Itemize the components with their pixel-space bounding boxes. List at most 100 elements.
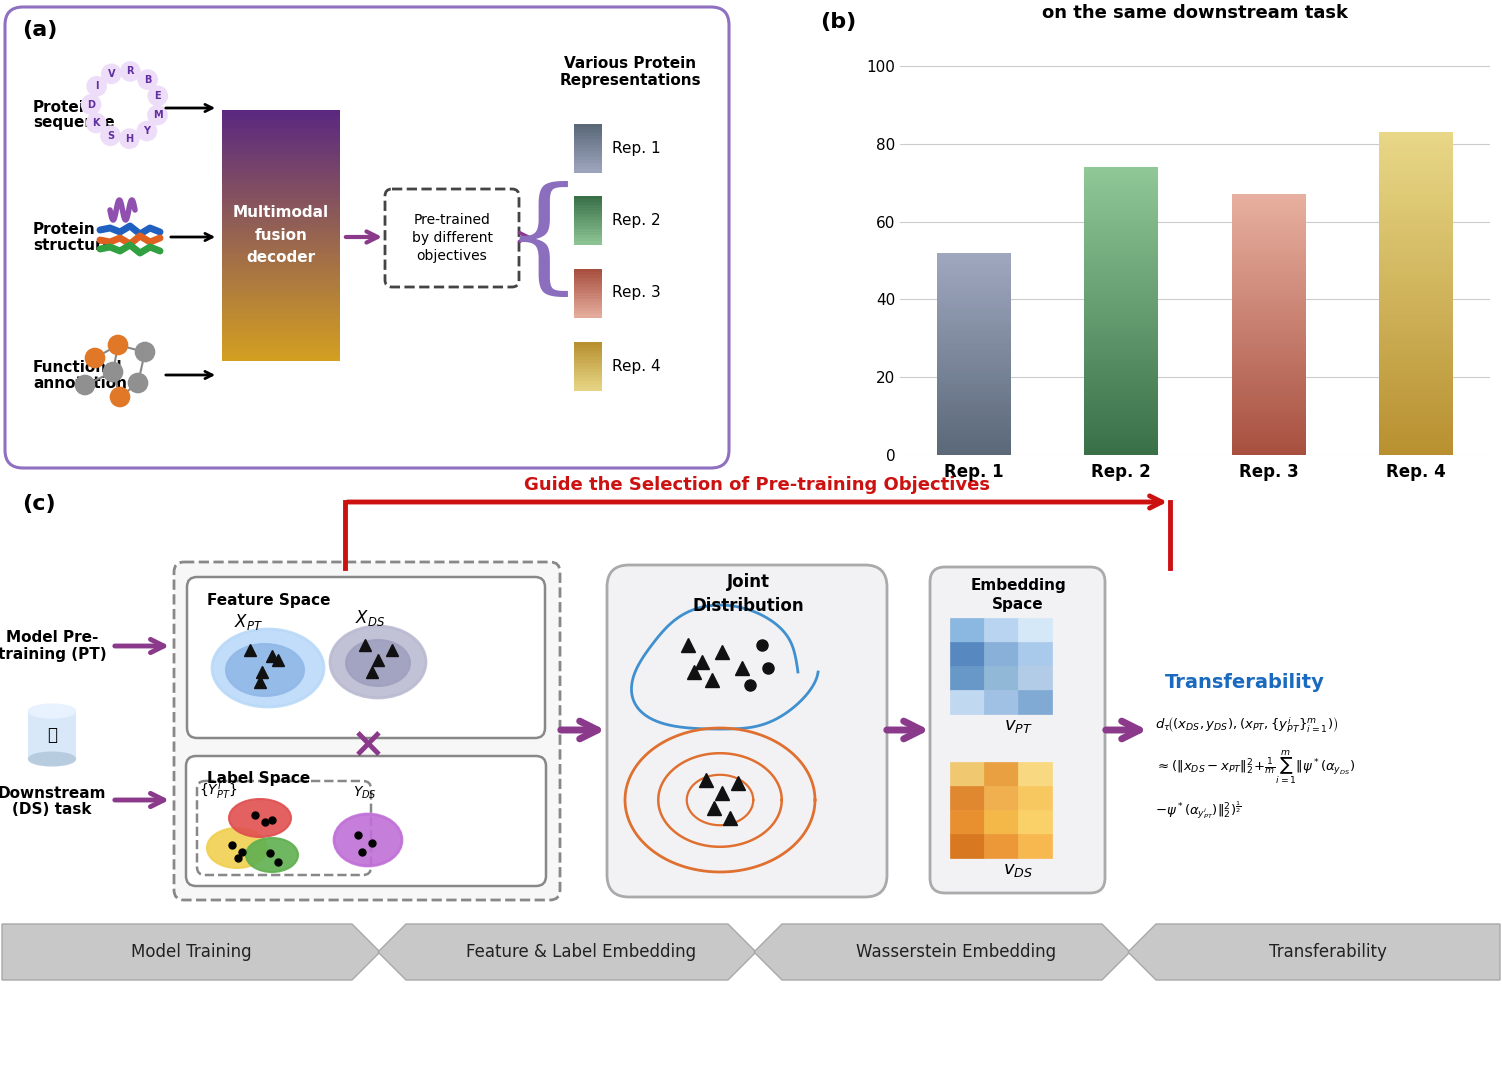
Bar bbox=[1084, 300, 1158, 304]
Bar bbox=[1084, 340, 1158, 344]
Bar bbox=[574, 299, 602, 302]
Bar bbox=[1379, 403, 1452, 407]
Bar bbox=[1379, 435, 1452, 439]
Bar bbox=[1084, 261, 1158, 265]
Bar bbox=[1084, 383, 1158, 387]
Bar bbox=[574, 220, 602, 223]
Bar bbox=[1379, 342, 1452, 346]
Bar bbox=[1232, 445, 1305, 449]
Bar bbox=[1232, 337, 1305, 341]
Text: Y: Y bbox=[143, 126, 150, 136]
Bar bbox=[1018, 618, 1051, 642]
Bar bbox=[937, 359, 1011, 361]
Bar bbox=[1084, 239, 1158, 242]
Bar bbox=[1232, 321, 1305, 325]
Bar bbox=[949, 810, 984, 834]
Bar bbox=[222, 320, 339, 323]
Bar bbox=[984, 786, 1018, 810]
Bar bbox=[1232, 198, 1305, 201]
Circle shape bbox=[108, 335, 128, 355]
Bar bbox=[222, 112, 339, 115]
Bar bbox=[1084, 437, 1158, 441]
Bar bbox=[1232, 426, 1305, 429]
Bar bbox=[222, 170, 339, 173]
Bar bbox=[1232, 210, 1305, 214]
Bar bbox=[1232, 269, 1305, 272]
Bar bbox=[1379, 285, 1452, 289]
Bar bbox=[937, 418, 1011, 420]
Bar bbox=[937, 336, 1011, 339]
Bar bbox=[222, 130, 339, 134]
Bar bbox=[1232, 325, 1305, 328]
Bar bbox=[937, 346, 1011, 349]
Bar bbox=[1379, 387, 1452, 391]
Bar bbox=[937, 442, 1011, 445]
Bar bbox=[1232, 263, 1305, 266]
Bar bbox=[1232, 289, 1305, 293]
Bar bbox=[937, 316, 1011, 318]
Ellipse shape bbox=[345, 640, 410, 686]
Bar bbox=[574, 308, 602, 312]
Bar bbox=[1084, 207, 1158, 210]
Bar bbox=[1379, 355, 1452, 358]
Bar bbox=[1379, 301, 1452, 305]
Text: training (PT): training (PT) bbox=[0, 646, 107, 661]
Bar bbox=[1084, 297, 1158, 300]
Bar bbox=[574, 139, 602, 142]
Ellipse shape bbox=[29, 705, 75, 718]
Bar bbox=[222, 287, 339, 290]
Bar bbox=[1379, 278, 1452, 282]
Bar bbox=[1232, 436, 1305, 439]
Text: Transferability: Transferability bbox=[1269, 943, 1386, 961]
Bar bbox=[937, 324, 1011, 326]
Bar bbox=[1084, 189, 1158, 192]
Circle shape bbox=[87, 113, 105, 132]
Ellipse shape bbox=[246, 838, 297, 871]
Bar bbox=[1084, 368, 1158, 373]
Bar bbox=[1379, 350, 1452, 355]
Bar bbox=[937, 294, 1011, 296]
Bar bbox=[574, 269, 602, 272]
Bar bbox=[1232, 341, 1305, 344]
Bar bbox=[222, 313, 339, 315]
Bar bbox=[222, 173, 339, 175]
Bar bbox=[222, 198, 339, 201]
Bar bbox=[222, 278, 339, 281]
Bar bbox=[222, 138, 339, 141]
Circle shape bbox=[104, 362, 123, 381]
Text: K: K bbox=[93, 117, 101, 128]
Bar bbox=[937, 288, 1011, 290]
Bar bbox=[1379, 419, 1452, 423]
Bar bbox=[1084, 321, 1158, 326]
Bar bbox=[222, 157, 339, 160]
Bar bbox=[1084, 178, 1158, 182]
Bar bbox=[222, 183, 339, 186]
Bar bbox=[574, 378, 602, 381]
Ellipse shape bbox=[228, 799, 291, 837]
Bar bbox=[1084, 203, 1158, 207]
Text: E: E bbox=[155, 91, 161, 100]
Bar bbox=[937, 437, 1011, 440]
Bar bbox=[1084, 182, 1158, 185]
Bar bbox=[222, 325, 339, 328]
Bar bbox=[1379, 176, 1452, 180]
Bar bbox=[1084, 326, 1158, 329]
Bar bbox=[1232, 406, 1305, 409]
Bar bbox=[1084, 279, 1158, 282]
Bar bbox=[1084, 336, 1158, 340]
Bar bbox=[222, 215, 339, 218]
Text: Protein: Protein bbox=[33, 222, 96, 237]
Bar bbox=[1232, 403, 1305, 406]
Bar bbox=[1379, 398, 1452, 403]
Bar bbox=[1084, 282, 1158, 286]
Bar bbox=[937, 266, 1011, 268]
Bar bbox=[222, 270, 339, 273]
Bar bbox=[1232, 231, 1305, 234]
Bar bbox=[1232, 364, 1305, 367]
Bar bbox=[1232, 227, 1305, 231]
Bar bbox=[222, 332, 339, 335]
Bar bbox=[937, 331, 1011, 333]
Bar bbox=[222, 315, 339, 318]
Text: ×: × bbox=[350, 724, 386, 766]
Bar bbox=[937, 412, 1011, 414]
